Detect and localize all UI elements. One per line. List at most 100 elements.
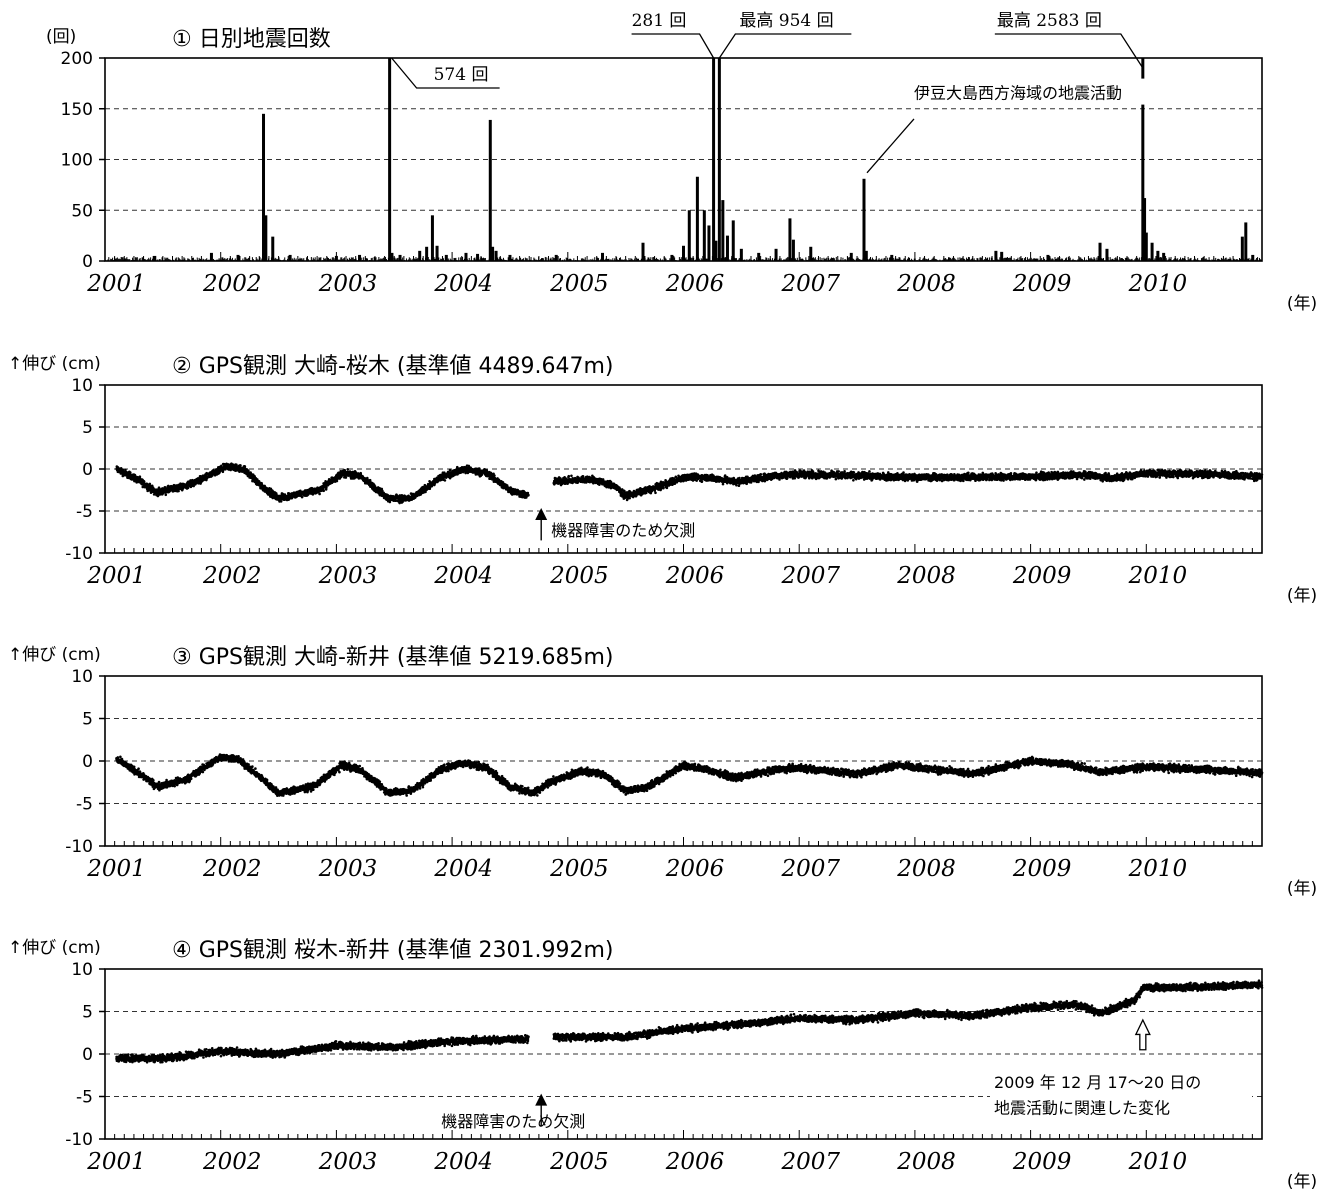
bar (890, 254, 894, 261)
data-point (151, 486, 155, 489)
x-unit-label: (年) (1287, 294, 1317, 314)
data-point (124, 468, 127, 472)
x-tick-label: 2007 (780, 271, 840, 297)
bar (388, 58, 392, 261)
plot-frame (104, 57, 1263, 262)
bar (271, 236, 275, 261)
x-unit-label: (年) (1287, 586, 1317, 606)
bar (464, 252, 468, 261)
panel-1: 0 50 100 150 200 2001 2002 2003 2004 2005 2006 2007… (46, 11, 1317, 314)
bar (334, 255, 338, 261)
bar (262, 113, 266, 261)
y-tick-label: -5 (76, 502, 93, 522)
bar (641, 242, 645, 261)
data-point (186, 486, 190, 490)
x-tick-label: 2005 (549, 563, 609, 589)
bar (717, 58, 721, 261)
data-point (121, 468, 125, 472)
leader-line (391, 57, 500, 89)
x-tick-label: 2009 (1012, 271, 1072, 297)
bar (1162, 252, 1166, 261)
y-unit-label: ↑伸び (cm) (8, 354, 101, 374)
bar (398, 254, 402, 261)
annotation-574: 574 回 (434, 65, 489, 85)
bar (390, 252, 394, 261)
bar (153, 255, 157, 261)
data-point (322, 489, 325, 493)
y-tick-label: 10 (71, 376, 93, 396)
data-point (138, 475, 142, 479)
bar (862, 178, 866, 261)
x-tick-label: 2001 (86, 563, 146, 589)
bar (725, 235, 729, 261)
annotation-2583: 最高 2583 回 (997, 11, 1102, 31)
bar (1000, 251, 1004, 261)
x-tick-label: 2010 (1128, 271, 1188, 297)
bar (721, 200, 725, 261)
bar (670, 254, 674, 261)
y-tick-label: 150 (61, 100, 93, 120)
bar (288, 254, 292, 261)
data-point (142, 479, 146, 483)
data-point (192, 484, 195, 488)
leader-line (718, 33, 852, 59)
annotation-954: 最高 954 回 (739, 11, 833, 31)
panel-title: ① 日別地震回数 (172, 27, 331, 52)
bar (1244, 222, 1248, 261)
bar (358, 254, 362, 261)
bar-series (104, 58, 1262, 261)
data-point (567, 474, 571, 478)
bar (494, 250, 498, 261)
bar (1143, 198, 1147, 261)
x-tick-label: 2010 (1128, 563, 1188, 589)
panel-2: -10 -5 0 5 10 2001 2002 2003 2004 2005 2006 2007 200… (8, 354, 1317, 606)
bar (707, 225, 711, 261)
bar (435, 245, 439, 261)
bar (488, 119, 492, 261)
data-point (157, 486, 161, 489)
x-tick-label: 2008 (896, 271, 956, 297)
bar (757, 252, 761, 261)
bar (209, 252, 213, 261)
data-point (177, 489, 180, 493)
y-unit-label: (回) (46, 27, 76, 47)
x-tick-label: 2006 (665, 563, 725, 589)
data-point (243, 465, 247, 468)
data-point (318, 492, 321, 496)
bar (1156, 250, 1160, 261)
leader-line (994, 33, 1144, 69)
bar (788, 218, 792, 261)
bar (809, 246, 813, 261)
x-tick-label: 2002 (202, 271, 262, 297)
scatter-series (115, 462, 1264, 505)
data-point (662, 486, 665, 490)
y-tick-label: 0 (82, 252, 93, 272)
annotation-281: 281 回 (632, 11, 687, 31)
data-point (148, 482, 152, 486)
leader-line (631, 33, 715, 59)
bar (864, 250, 868, 261)
data-point (300, 495, 304, 499)
bar (1141, 58, 1145, 261)
bar (687, 210, 691, 261)
bar (739, 248, 743, 261)
bar (1240, 236, 1244, 261)
bar (601, 252, 605, 261)
x-tick-label: 2004 (433, 563, 493, 589)
bar (712, 58, 716, 261)
data-point (443, 479, 447, 482)
y-tick-label: -10 (65, 544, 93, 564)
bar (1251, 254, 1255, 261)
x-tick-label: 2001 (86, 271, 146, 297)
x-tick-label: 2008 (896, 563, 956, 589)
bar (849, 252, 853, 261)
bar (554, 254, 558, 261)
bar (476, 253, 480, 261)
bar (1144, 232, 1148, 261)
x-tick-label: 2002 (202, 563, 262, 589)
bar (774, 248, 778, 261)
annotation-izu: 伊豆大島西方海域の地震活動 (914, 84, 1122, 103)
data-point (480, 473, 484, 476)
data-point (128, 471, 132, 474)
